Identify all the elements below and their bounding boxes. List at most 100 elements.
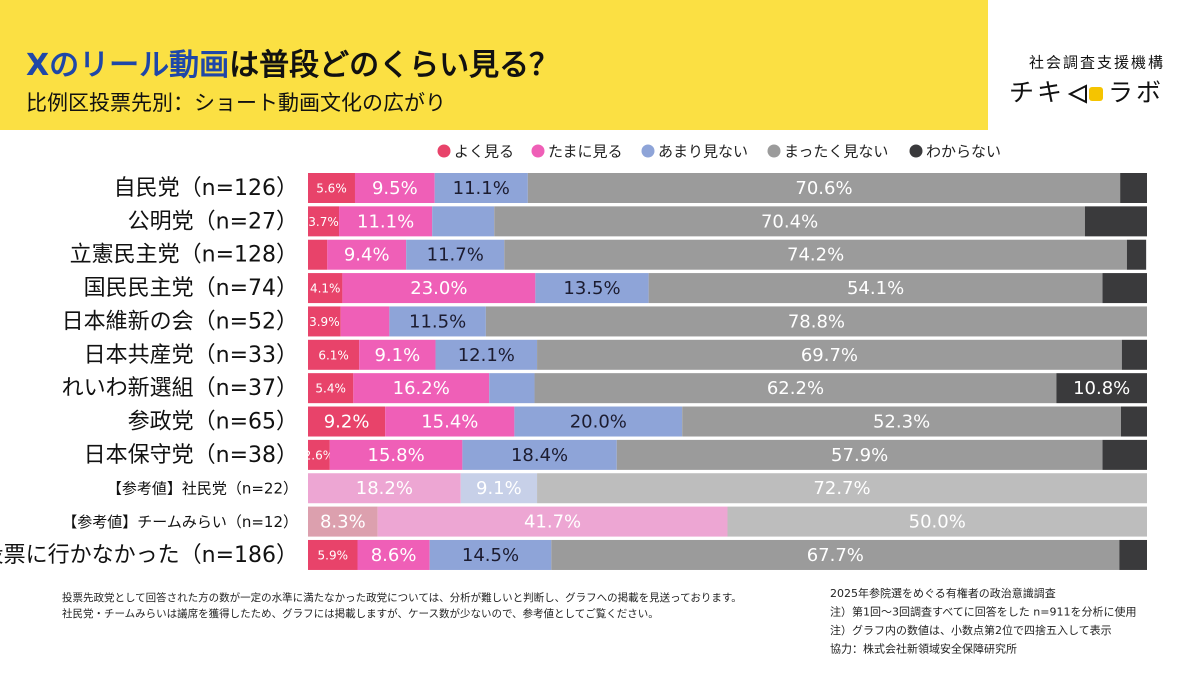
bar-segment xyxy=(1126,239,1147,270)
note: 注）グラフ内の数値は、小数点第2位で四捨五入して表示 xyxy=(830,623,1112,637)
value-label: 5.4% xyxy=(315,382,346,396)
bar-segment xyxy=(329,439,463,470)
value-label: 41.7% xyxy=(524,512,581,533)
value-label: 23.0% xyxy=(410,278,467,299)
legend-label: たまに見る xyxy=(548,143,623,161)
legend-marker xyxy=(641,144,655,158)
bar-segment xyxy=(434,173,528,203)
bar-segment xyxy=(308,339,360,370)
value-label: 78.8% xyxy=(788,311,845,332)
bar-segment xyxy=(308,306,341,337)
value-label: 57.9% xyxy=(831,445,888,466)
bar-segment xyxy=(357,539,430,570)
bar-segment xyxy=(308,506,378,537)
value-label: 70.4% xyxy=(761,211,818,232)
bar-segment xyxy=(308,273,343,304)
value-label: 3.9% xyxy=(309,315,340,329)
category-label: 日本共産党（n=33） xyxy=(84,343,298,368)
category-label: 投票に行かなかった（n=186） xyxy=(0,543,298,568)
brand-icon xyxy=(1067,84,1103,104)
value-label: 16.2% xyxy=(393,378,450,399)
brand-org: 社会調査支援機構 xyxy=(1029,54,1165,72)
value-label: 11.1% xyxy=(357,211,414,232)
category-label: 日本保守党（n=38） xyxy=(84,443,298,468)
legend-label: わからない xyxy=(926,143,1001,161)
bar-segment xyxy=(308,406,386,437)
value-label: 50.0% xyxy=(909,512,966,533)
value-label: 9.1% xyxy=(476,478,522,499)
bar-segment xyxy=(339,206,433,237)
bar-segment xyxy=(682,406,1121,437)
value-label: 18.2% xyxy=(356,478,413,499)
bar-segment xyxy=(308,373,354,404)
legend-marker xyxy=(767,144,781,158)
brand-logo-left: チキ xyxy=(1009,78,1065,107)
bar-segment xyxy=(432,206,495,237)
value-label: 9.4% xyxy=(344,245,390,266)
value-label: 11.1% xyxy=(453,178,510,199)
value-label: 15.8% xyxy=(368,445,425,466)
value-label: 6.1% xyxy=(318,348,349,362)
bar-segment xyxy=(1119,539,1147,570)
bar-segment xyxy=(1056,373,1147,404)
bar-segment xyxy=(308,439,330,470)
value-label: 15.4% xyxy=(421,412,478,433)
category-label: 【参考値】社民党（n=22） xyxy=(107,480,298,498)
legend: よく見る たまに見る あまり見ない まったく見ない わからない xyxy=(437,143,1001,161)
value-label: 52.3% xyxy=(873,412,930,433)
note: 社民党・チームみらいは議席を獲得したため、グラフには掲載しますが、ケース数が少な… xyxy=(62,607,659,620)
bar-segment xyxy=(340,306,390,337)
bar-segment xyxy=(429,539,552,570)
bar-segment xyxy=(435,339,538,370)
bar-segment xyxy=(527,173,1121,203)
value-label: 3.7% xyxy=(308,215,339,229)
bar-segment xyxy=(406,239,505,270)
value-label: 9.5% xyxy=(372,178,418,199)
value-label: 62.2% xyxy=(767,378,824,399)
bar-segment xyxy=(327,239,407,270)
bar-segment xyxy=(534,373,1057,404)
bar-segment xyxy=(616,439,1103,470)
value-label: 69.7% xyxy=(801,345,858,366)
value-label: 72.7% xyxy=(813,478,870,499)
bar-segment xyxy=(494,206,1085,237)
bar-segment xyxy=(1102,439,1147,470)
value-label: 10.8% xyxy=(1073,378,1130,399)
value-label: 74.2% xyxy=(787,245,844,266)
category-label: 日本維新の会（n=52） xyxy=(62,309,298,334)
value-label: 11.5% xyxy=(409,311,466,332)
bar-segment xyxy=(1120,173,1147,203)
value-label: 9.2% xyxy=(324,412,370,433)
title-highlight: Xのリール動画 xyxy=(26,48,229,83)
bar-segment xyxy=(377,506,728,537)
bar-segment xyxy=(1084,206,1147,237)
subtitle: 比例区投票先別：ショート動画文化の広がり xyxy=(26,91,446,115)
notes-right: 2025年参院選をめぐる有権者の政治意識調査注）第1回〜3回調査すべてに回答をし… xyxy=(830,586,1136,656)
note: 2025年参院選をめぐる有権者の政治意識調査 xyxy=(830,586,1056,600)
value-label: 14.5% xyxy=(462,545,519,566)
value-label: 67.7% xyxy=(807,545,864,566)
value-label: 20.0% xyxy=(570,412,627,433)
category-label: 自民党（n=126） xyxy=(114,176,298,201)
bar-segment xyxy=(504,239,1127,270)
bar-segment xyxy=(551,539,1120,570)
value-label: 12.1% xyxy=(458,345,515,366)
value-label: 8.6% xyxy=(371,545,417,566)
chart-title: Xのリール動画は普段どのくらい見る？ xyxy=(26,48,559,83)
legend-marker xyxy=(909,144,923,158)
bar-segment xyxy=(1120,406,1147,437)
category-label: れいわ新選組（n=37） xyxy=(62,376,298,401)
legend-label: あまり見ない xyxy=(658,143,748,161)
category-label: 立憲民主党（n=128） xyxy=(70,243,298,268)
bar-segment xyxy=(308,473,461,504)
legend-label: よく見る xyxy=(454,143,514,161)
note: 協力：株式会社新領域安全保障研究所 xyxy=(830,642,1017,656)
notes-left: 投票先政党として回答された方の数が一定の水準に満たなかった政党については、分析が… xyxy=(62,591,742,620)
bar-segment xyxy=(1102,273,1147,304)
header-band xyxy=(0,0,988,130)
bar-segment xyxy=(308,173,355,203)
bar-segment xyxy=(308,239,328,270)
bar-segment xyxy=(485,306,1147,337)
value-label: 5.6% xyxy=(316,182,347,196)
